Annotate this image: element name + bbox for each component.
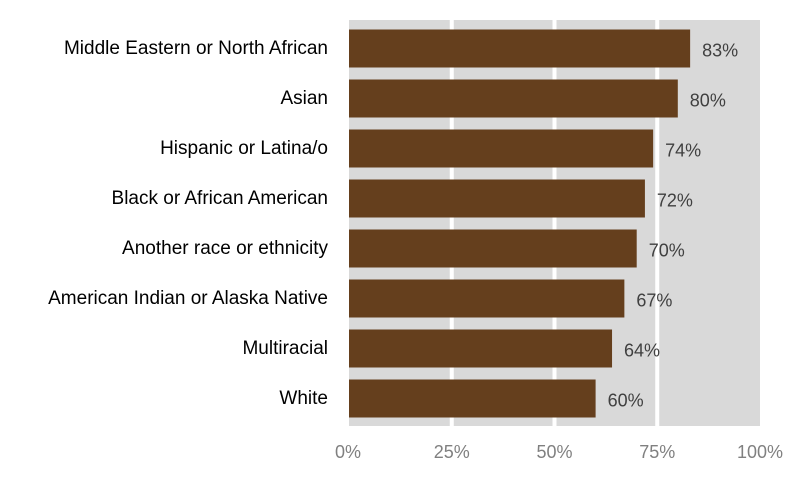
value-label-4: 70% — [649, 241, 685, 261]
bar-5 — [349, 279, 625, 318]
category-label-0: Middle Eastern or North African — [64, 38, 328, 59]
category-labels: Middle Eastern or North African Asian Hisp… — [48, 38, 328, 409]
category-label-1: Asian — [280, 88, 328, 109]
x-tick-label-0: 0% — [335, 442, 361, 462]
value-label-7: 60% — [608, 391, 644, 411]
category-label-3: Black or African American — [112, 188, 328, 209]
bar-3 — [349, 179, 645, 218]
category-label-7: White — [279, 388, 328, 409]
x-tick-label-3: 75% — [639, 442, 675, 462]
category-label-2: Hispanic or Latina/o — [160, 138, 328, 159]
x-tick-label-1: 25% — [434, 442, 470, 462]
bar-0 — [349, 29, 691, 68]
bar-6 — [349, 329, 613, 368]
x-tick-label-4: 100% — [737, 442, 783, 462]
x-axis-tick-labels: 0% 25% 50% 75% 100% — [335, 442, 783, 462]
category-label-4: Another race or ethnicity — [122, 238, 328, 259]
value-labels: 83% 80% 74% 72% 70% 67% 64% 60% — [608, 41, 739, 411]
bar-4 — [349, 229, 637, 268]
value-label-6: 64% — [624, 341, 660, 361]
bar-2 — [349, 129, 654, 168]
x-tick-label-2: 50% — [536, 442, 572, 462]
value-label-3: 72% — [657, 191, 693, 211]
category-label-5: American Indian or Alaska Native — [48, 288, 328, 309]
category-label-6: Multiracial — [242, 338, 328, 359]
value-label-2: 74% — [665, 141, 701, 161]
value-label-1: 80% — [690, 91, 726, 111]
bars — [349, 29, 691, 418]
bar-1 — [349, 79, 678, 118]
bar-7 — [349, 379, 596, 418]
value-label-5: 67% — [636, 291, 672, 311]
value-label-0: 83% — [702, 41, 738, 61]
